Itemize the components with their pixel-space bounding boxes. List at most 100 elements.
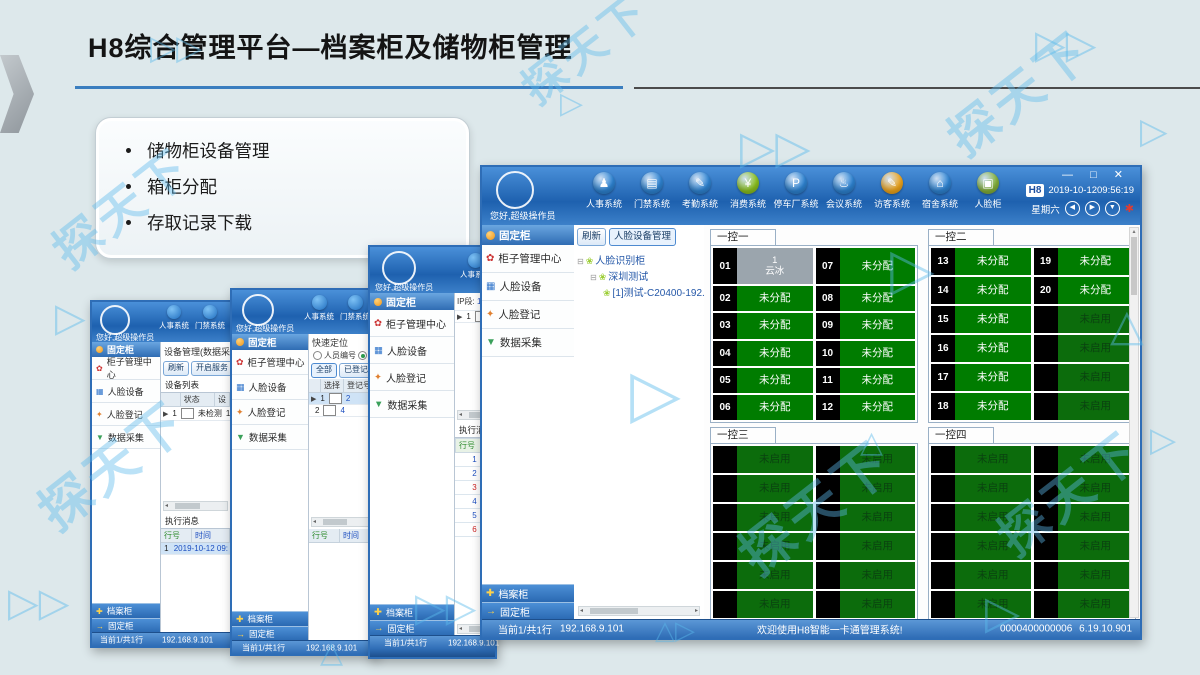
sidebar-item-face-device[interactable]: ▦ 人脸设备	[370, 337, 454, 364]
sidebar-group-fixed-cabinet[interactable]: 固定柜	[232, 334, 308, 350]
sidebar-item-face-register[interactable]: ✦ 人脸登记	[232, 400, 308, 425]
sidebar-item-cabinet-management-center[interactable]: ✿ 柜子管理中心	[482, 245, 574, 273]
nav-item-attendance-system[interactable]: ✎ 考勤系统	[676, 172, 724, 210]
cabinet-cell[interactable]: 04 未分配	[713, 340, 813, 366]
cabinet-cell[interactable]: 未启用	[1033, 393, 1133, 420]
cabinet-cell[interactable]: 10 未分配	[815, 340, 915, 366]
sidebar-item-cabinet-management-center[interactable]: ✿ 柜子管理中心	[232, 350, 308, 375]
sidebar-item-face-register[interactable]: ✦ 人脸登记	[370, 364, 454, 391]
cabinet-cell[interactable]: 15 未分配	[931, 306, 1031, 333]
cabinet-cell[interactable]: 未启用	[713, 446, 813, 473]
sidebar-bottom-archive-cabinet[interactable]: ✚ 档案柜	[370, 604, 454, 620]
sidebar-item-data-collect[interactable]: ▼ 数据采集	[370, 391, 454, 418]
horizontal-scrollbar[interactable]: ◂	[311, 517, 373, 527]
nav-item-visitor-system[interactable]: ✎ 访客系统	[868, 172, 916, 210]
nav-down-button[interactable]: ▼	[1104, 201, 1120, 216]
register-table-row[interactable]: ▶ 1 2	[309, 393, 375, 405]
logout-icon[interactable]: ✱	[1124, 203, 1134, 215]
row-checkbox[interactable]	[323, 405, 337, 416]
maximize-button[interactable]: □	[1090, 169, 1104, 181]
cabinet-cell[interactable]: 未启用	[1033, 562, 1133, 589]
nav-item-dormitory-system[interactable]: ⌂ 宿舍系统	[916, 172, 964, 210]
sidebar-item-cabinet-management-center[interactable]: ✿ 柜子管理中心	[370, 310, 454, 337]
nav-item-parking-system[interactable]: P 停车厂系统	[772, 172, 820, 210]
nav-item-personnel-system[interactable]: ♟ 人事系统	[580, 172, 628, 210]
nav-item-personnel-system[interactable]: 人事系统	[304, 295, 334, 322]
cabinet-cell[interactable]: 07 未分配	[815, 248, 915, 285]
cabinet-cell[interactable]: 01 1 云冰	[713, 248, 813, 285]
refresh-button[interactable]: 刷新	[577, 228, 607, 246]
cabinet-cell[interactable]: 03 未分配	[713, 313, 813, 339]
cabinet-cell[interactable]: 未启用	[713, 533, 813, 560]
nav-item-meeting-system[interactable]: ♨ 会议系统	[820, 172, 868, 210]
cabinet-cell[interactable]: 20 未分配	[1033, 277, 1133, 304]
cabinet-cell[interactable]: 05 未分配	[713, 367, 813, 393]
cabinet-cell[interactable]: 未启用	[815, 446, 915, 473]
cabinet-cell[interactable]: 06 未分配	[713, 394, 813, 421]
cabinet-cell[interactable]: 未启用	[1033, 446, 1133, 473]
nav-item-consume-system[interactable]: ¥ 消费系统	[724, 172, 772, 210]
sidebar-item-face-register[interactable]: ✦ 人脸登记	[482, 301, 574, 329]
cabinet-cell[interactable]: 08 未分配	[815, 286, 915, 312]
exec-table-row[interactable]: 1 2019-10-12 09:	[161, 543, 230, 555]
refresh-button[interactable]: 刷新	[163, 361, 189, 376]
sidebar-item-data-collect[interactable]: ▼ 数据采集	[92, 426, 160, 449]
tab-exec-message[interactable]: 执行消息	[161, 513, 230, 529]
sidebar-bottom-archive-cabinet[interactable]: ✚ 档案柜	[92, 603, 160, 618]
tab-exec-message[interactable]: 执行消息	[455, 422, 495, 438]
sidebar-bottom-archive-cabinet[interactable]: ✚ 档案柜	[482, 584, 574, 602]
nav-item-personnel-system[interactable]: 人事系统	[460, 253, 490, 280]
row-checkbox[interactable]	[180, 408, 194, 419]
row-checkbox[interactable]	[328, 393, 342, 404]
cabinet-cell[interactable]: 未启用	[713, 591, 813, 618]
filter-all-button[interactable]: 全部	[311, 363, 337, 378]
cabinet-cell[interactable]: 未启用	[815, 475, 915, 502]
cabinet-cell[interactable]: 未启用	[1033, 533, 1133, 560]
cabinet-cell[interactable]: 未启用	[713, 562, 813, 589]
sidebar-item-data-collect[interactable]: ▼ 数据采集	[232, 425, 308, 450]
cabinet-cell[interactable]: 未启用	[815, 562, 915, 589]
sidebar-group-fixed-cabinet[interactable]: 固定柜	[370, 293, 454, 310]
radio-person-no[interactable]	[313, 351, 322, 360]
cabinet-cell[interactable]: 未启用	[1033, 335, 1133, 362]
minimize-button[interactable]: —	[1062, 169, 1080, 181]
cabinet-cell[interactable]: 未启用	[1033, 364, 1133, 391]
tree-toggle-icon[interactable]: ⊟	[590, 273, 597, 282]
cabinet-cell[interactable]: 未启用	[815, 591, 915, 618]
sidebar-group-fixed-cabinet[interactable]: 固定柜	[92, 342, 160, 357]
cabinet-cell[interactable]: 未启用	[931, 591, 1031, 618]
sidebar-item-cabinet-management-center[interactable]: ✿ 柜子管理中心	[92, 357, 160, 380]
cabinet-cell[interactable]: 未启用	[931, 475, 1031, 502]
cabinet-section-tab[interactable]: 一控四	[928, 427, 994, 443]
cabinet-cell[interactable]: 19 未分配	[1033, 248, 1133, 275]
nav-item-door-access-system[interactable]: ▤ 门禁系统	[628, 172, 676, 210]
start-service-button[interactable]: 开启服务	[191, 361, 230, 376]
cabinet-section-tab[interactable]: 一控二	[928, 229, 994, 245]
cabinet-cell[interactable]: 未启用	[815, 504, 915, 531]
cabinet-cell[interactable]: 未启用	[1033, 306, 1133, 333]
cabinet-cell[interactable]: 18 未分配	[931, 393, 1031, 420]
sidebar-item-data-collect[interactable]: ▼ 数据采集	[482, 329, 574, 357]
sidebar-item-face-device[interactable]: ▦ 人脸设备	[482, 273, 574, 301]
cabinet-cell[interactable]: 未启用	[931, 533, 1031, 560]
cabinet-cell[interactable]: 12 未分配	[815, 394, 915, 421]
nav-back-button[interactable]: ◀	[1064, 201, 1080, 216]
sidebar-bottom-archive-cabinet[interactable]: ✚ 档案柜	[232, 611, 308, 626]
cabinet-cell[interactable]: 未启用	[1033, 504, 1133, 531]
cabinet-cell[interactable]: 02 未分配	[713, 286, 813, 312]
close-button[interactable]: ✕	[1113, 169, 1130, 181]
cabinet-cell[interactable]: 未启用	[931, 562, 1031, 589]
nav-item-door-access-system[interactable]: 门禁系统	[340, 295, 370, 322]
nav-item-door-access-system[interactable]: 门禁系统	[195, 305, 225, 331]
cabinet-cell[interactable]: 13 未分配	[931, 248, 1031, 275]
cabinet-cell[interactable]: 未启用	[931, 504, 1031, 531]
cabinet-cell[interactable]: 未启用	[1033, 591, 1133, 618]
cabinet-cell[interactable]: 16 未分配	[931, 335, 1031, 362]
sidebar-bottom-fixed-cabinet[interactable]: → 固定柜	[370, 620, 454, 636]
sidebar-item-face-device[interactable]: ▦ 人脸设备	[92, 380, 160, 403]
face-device-mgmt-button[interactable]: 人脸设备管理	[609, 228, 677, 246]
cabinet-cell[interactable]: 09 未分配	[815, 313, 915, 339]
tab-device-list[interactable]: 设备列表	[161, 377, 230, 393]
horizontal-scrollbar[interactable]: ◂	[163, 501, 228, 511]
